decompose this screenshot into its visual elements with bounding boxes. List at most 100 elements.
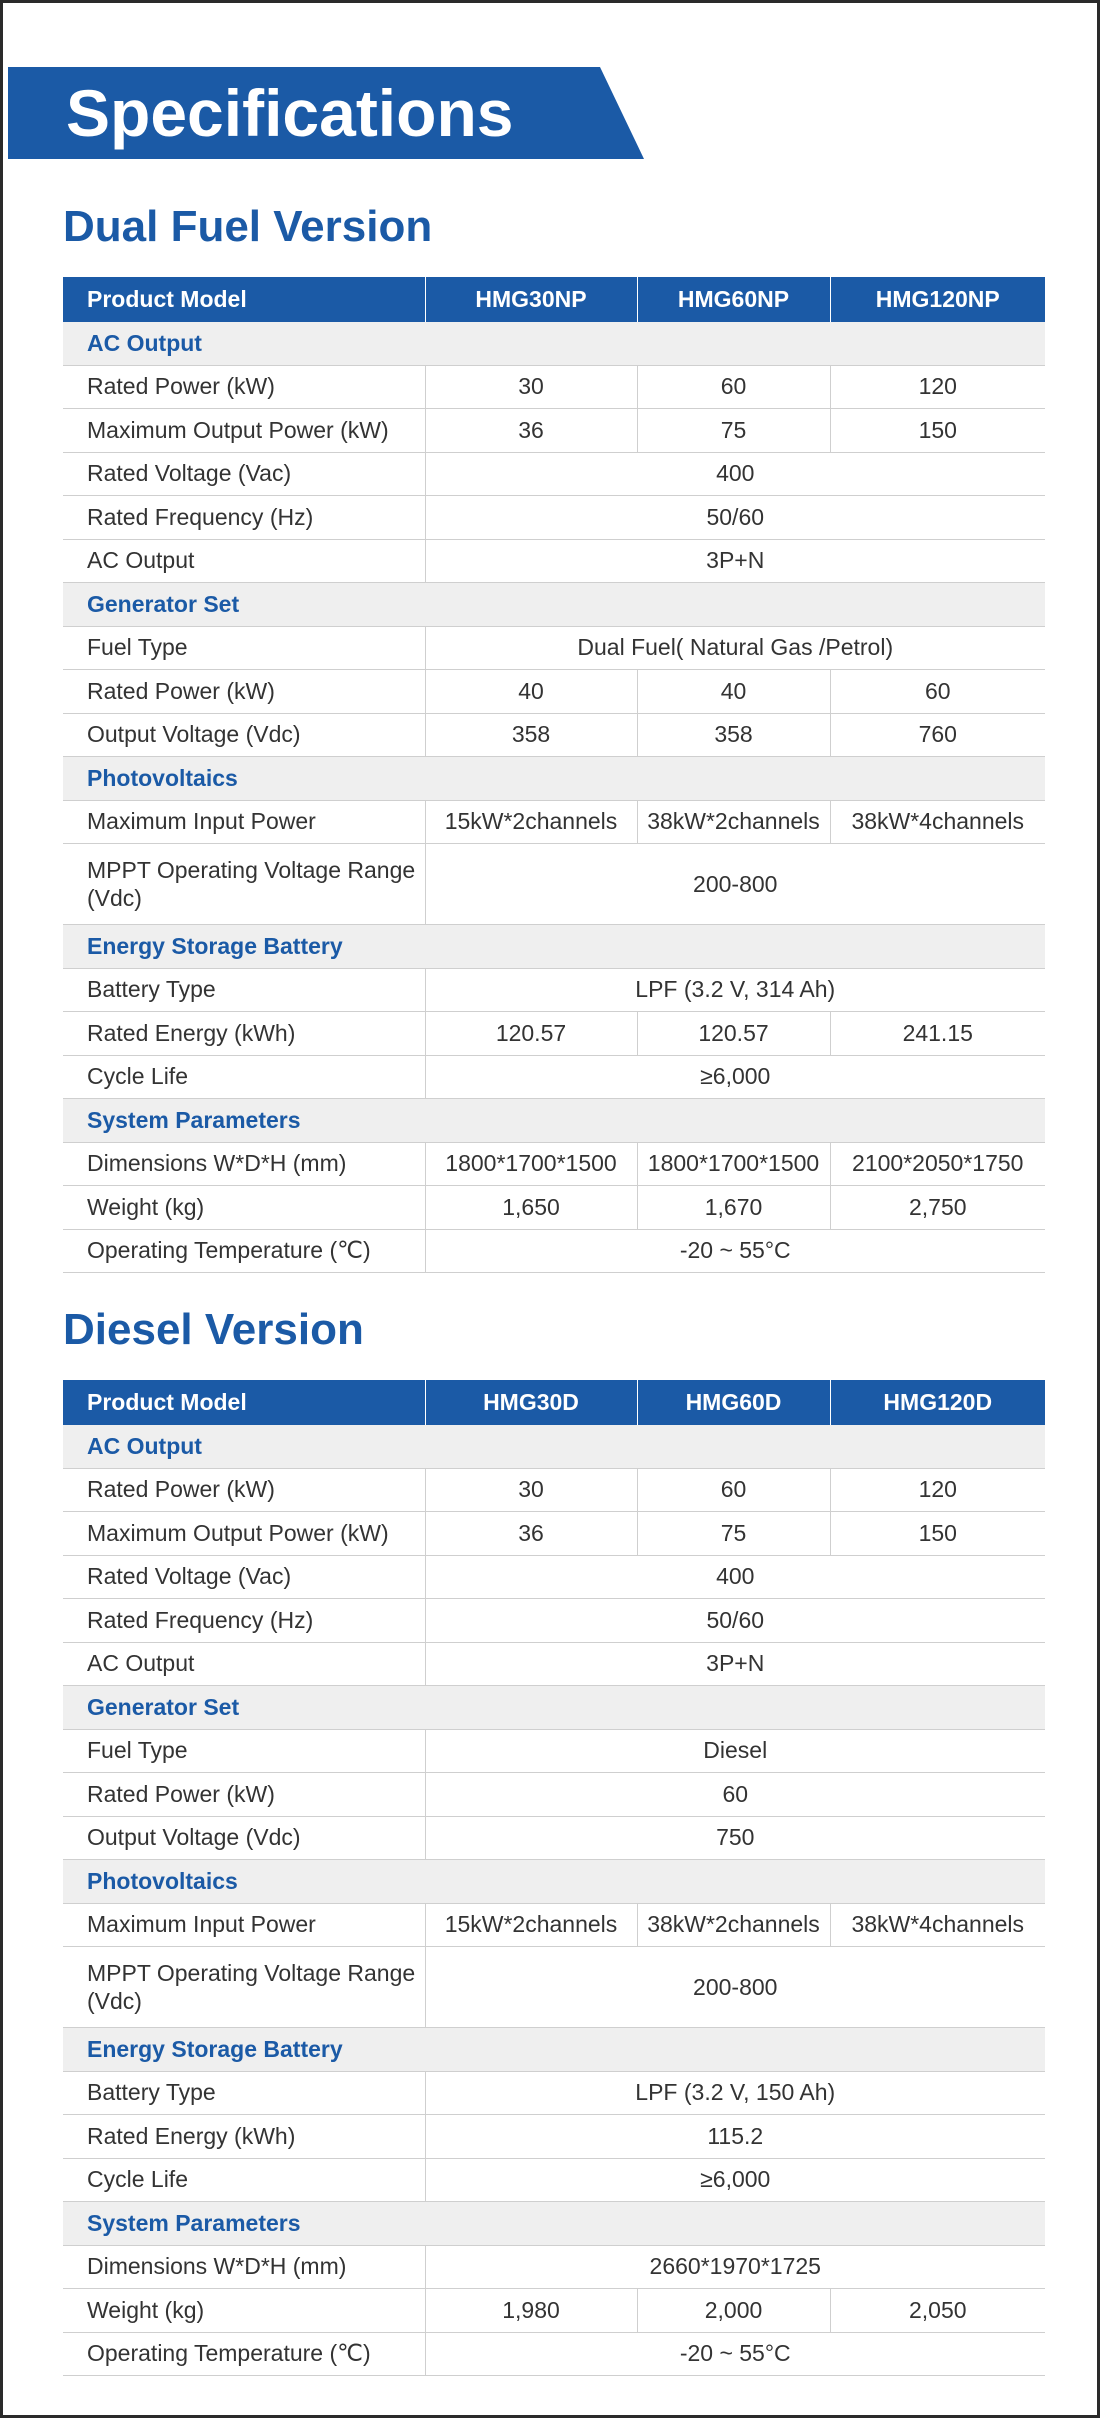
row-label: Fuel Type (63, 1729, 425, 1773)
cell-value: 400 (424, 1555, 1045, 1599)
row-label: Weight (kg) (63, 1185, 425, 1230)
spec-row: Rated Energy (kWh) 120.57 120.57 241.15 (63, 1011, 1045, 1056)
spec-row: Weight (kg) 1,980 2,000 2,050 (63, 2288, 1045, 2333)
row-label: Rated Power (kW) (63, 365, 425, 409)
cell-value: ≥6,000 (424, 1055, 1045, 1099)
cell-value: 30 (424, 1468, 637, 1512)
group-row: AC Output (63, 1425, 1045, 1469)
cell-value: 38kW*4channels (829, 800, 1045, 844)
cell-value: 2100*2050*1750 (829, 1142, 1045, 1186)
cell-value: 2,000 (636, 2288, 830, 2333)
row-label: Dimensions W*D*H (mm) (63, 1142, 425, 1186)
cell-value: 50/60 (424, 1598, 1045, 1643)
cell-value: 38kW*4channels (829, 1903, 1045, 1947)
spec-row: Operating Temperature (℃) -20 ~ 55°C (63, 2332, 1045, 2376)
cell-value: 2,750 (829, 1185, 1045, 1230)
section-title: Dual Fuel Version (63, 202, 433, 251)
row-label: Rated Voltage (Vac) (63, 452, 425, 496)
spec-row: Rated Frequency (Hz) 50/60 (63, 495, 1045, 540)
cell-value: 40 (636, 669, 830, 714)
cell-value: 38kW*2channels (636, 1903, 830, 1947)
row-label: MPPT Operating Voltage Range (Vdc) (63, 1946, 425, 2028)
spec-row: Dimensions W*D*H (mm) 1800*1700*1500 1800*… (63, 1142, 1045, 1186)
spec-table: Product Model HMG30NP HMG60NP HMG120NP AC Ou… (63, 277, 1045, 1273)
group-title: Energy Storage Battery (63, 924, 1045, 969)
column-header: Product Model (63, 277, 425, 322)
cell-value: 2,050 (829, 2288, 1045, 2333)
cell-value: 3P+N (424, 539, 1045, 583)
cell-value: 40 (424, 669, 637, 714)
spec-row: Rated Power (kW) 30 60 120 (63, 365, 1045, 409)
cell-value: 150 (829, 408, 1045, 453)
group-row: System Parameters (63, 2201, 1045, 2246)
spec-row: Rated Voltage (Vac) 400 (63, 452, 1045, 496)
spec-row: Fuel Type Diesel (63, 1729, 1045, 1773)
column-header: HMG120NP (829, 277, 1045, 322)
spec-table: Product Model HMG30D HMG60D HMG120D AC Outpu… (63, 1380, 1045, 2376)
row-label: Maximum Output Power (kW) (63, 1511, 425, 1556)
cell-value: 60 (424, 1772, 1045, 1817)
row-label: Rated Power (kW) (63, 669, 425, 714)
spec-row: Rated Power (kW) 30 60 120 (63, 1468, 1045, 1512)
row-label: Battery Type (63, 2071, 425, 2115)
cell-value: 358 (424, 713, 637, 757)
group-title: Photovoltaics (63, 756, 1045, 801)
spec-row: Maximum Input Power 15kW*2channels 38kW*2c… (63, 800, 1045, 844)
section-title: Diesel Version (63, 1305, 364, 1354)
cell-value: 120 (829, 365, 1045, 409)
group-title: Generator Set (63, 582, 1045, 627)
cell-value: ≥6,000 (424, 2158, 1045, 2202)
cell-value: 36 (424, 1511, 637, 1556)
cell-value: 120.57 (636, 1011, 830, 1056)
group-row: Photovoltaics (63, 1859, 1045, 1904)
group-title: Energy Storage Battery (63, 2027, 1045, 2072)
spec-row: Battery Type LPF (3.2 V, 150 Ah) (63, 2071, 1045, 2115)
spec-row: Rated Frequency (Hz) 50/60 (63, 1598, 1045, 1643)
group-title: System Parameters (63, 1098, 1045, 1143)
column-header: HMG30D (424, 1380, 637, 1425)
group-row: System Parameters (63, 1098, 1045, 1143)
cell-value: LPF (3.2 V, 150 Ah) (424, 2071, 1045, 2115)
cell-value: Diesel (424, 1729, 1045, 1773)
row-label: Operating Temperature (℃) (63, 1229, 425, 1273)
spec-row: AC Output 3P+N (63, 539, 1045, 583)
row-label: Rated Energy (kWh) (63, 1011, 425, 1056)
cell-value: 115.2 (424, 2114, 1045, 2159)
cell-value: 1,980 (424, 2288, 637, 2333)
page-title: Specifications (66, 76, 514, 150)
cell-value: 1,650 (424, 1185, 637, 1230)
table-body: Product Model HMG30NP HMG60NP HMG120NP AC Ou… (63, 277, 1045, 1273)
cell-value: 60 (829, 669, 1045, 714)
cell-value: 750 (424, 1816, 1045, 1860)
row-label: Maximum Input Power (63, 800, 425, 844)
cell-value: 50/60 (424, 495, 1045, 540)
cell-value: Dual Fuel( Natural Gas /Petrol) (424, 626, 1045, 670)
row-label: Cycle Life (63, 2158, 425, 2202)
row-label: Rated Energy (kWh) (63, 2114, 425, 2159)
row-label: Cycle Life (63, 1055, 425, 1099)
row-label: Output Voltage (Vdc) (63, 1816, 425, 1860)
group-row: Energy Storage Battery (63, 924, 1045, 969)
cell-value: 30 (424, 365, 637, 409)
cell-value: 120 (829, 1468, 1045, 1512)
cell-value: -20 ~ 55°C (424, 2332, 1045, 2376)
column-header: Product Model (63, 1380, 425, 1425)
cell-value: LPF (3.2 V, 314 Ah) (424, 968, 1045, 1012)
group-title: AC Output (63, 1425, 1045, 1469)
column-header: HMG30NP (424, 277, 637, 322)
cell-value: 120.57 (424, 1011, 637, 1056)
group-title: System Parameters (63, 2201, 1045, 2246)
spec-row: AC Output 3P+N (63, 1642, 1045, 1686)
row-label: Maximum Input Power (63, 1903, 425, 1947)
row-label: Dimensions W*D*H (mm) (63, 2245, 425, 2289)
cell-value: 75 (636, 1511, 830, 1556)
row-label: Fuel Type (63, 626, 425, 670)
spec-row: Cycle Life ≥6,000 (63, 1055, 1045, 1099)
row-label: Rated Frequency (Hz) (63, 1598, 425, 1643)
cell-value: -20 ~ 55°C (424, 1229, 1045, 1273)
cell-value: 60 (636, 365, 830, 409)
spec-row: Rated Power (kW) 60 (63, 1772, 1045, 1817)
group-row: AC Output (63, 322, 1045, 366)
row-label: Output Voltage (Vdc) (63, 713, 425, 757)
spec-row: Weight (kg) 1,650 1,670 2,750 (63, 1185, 1045, 1230)
